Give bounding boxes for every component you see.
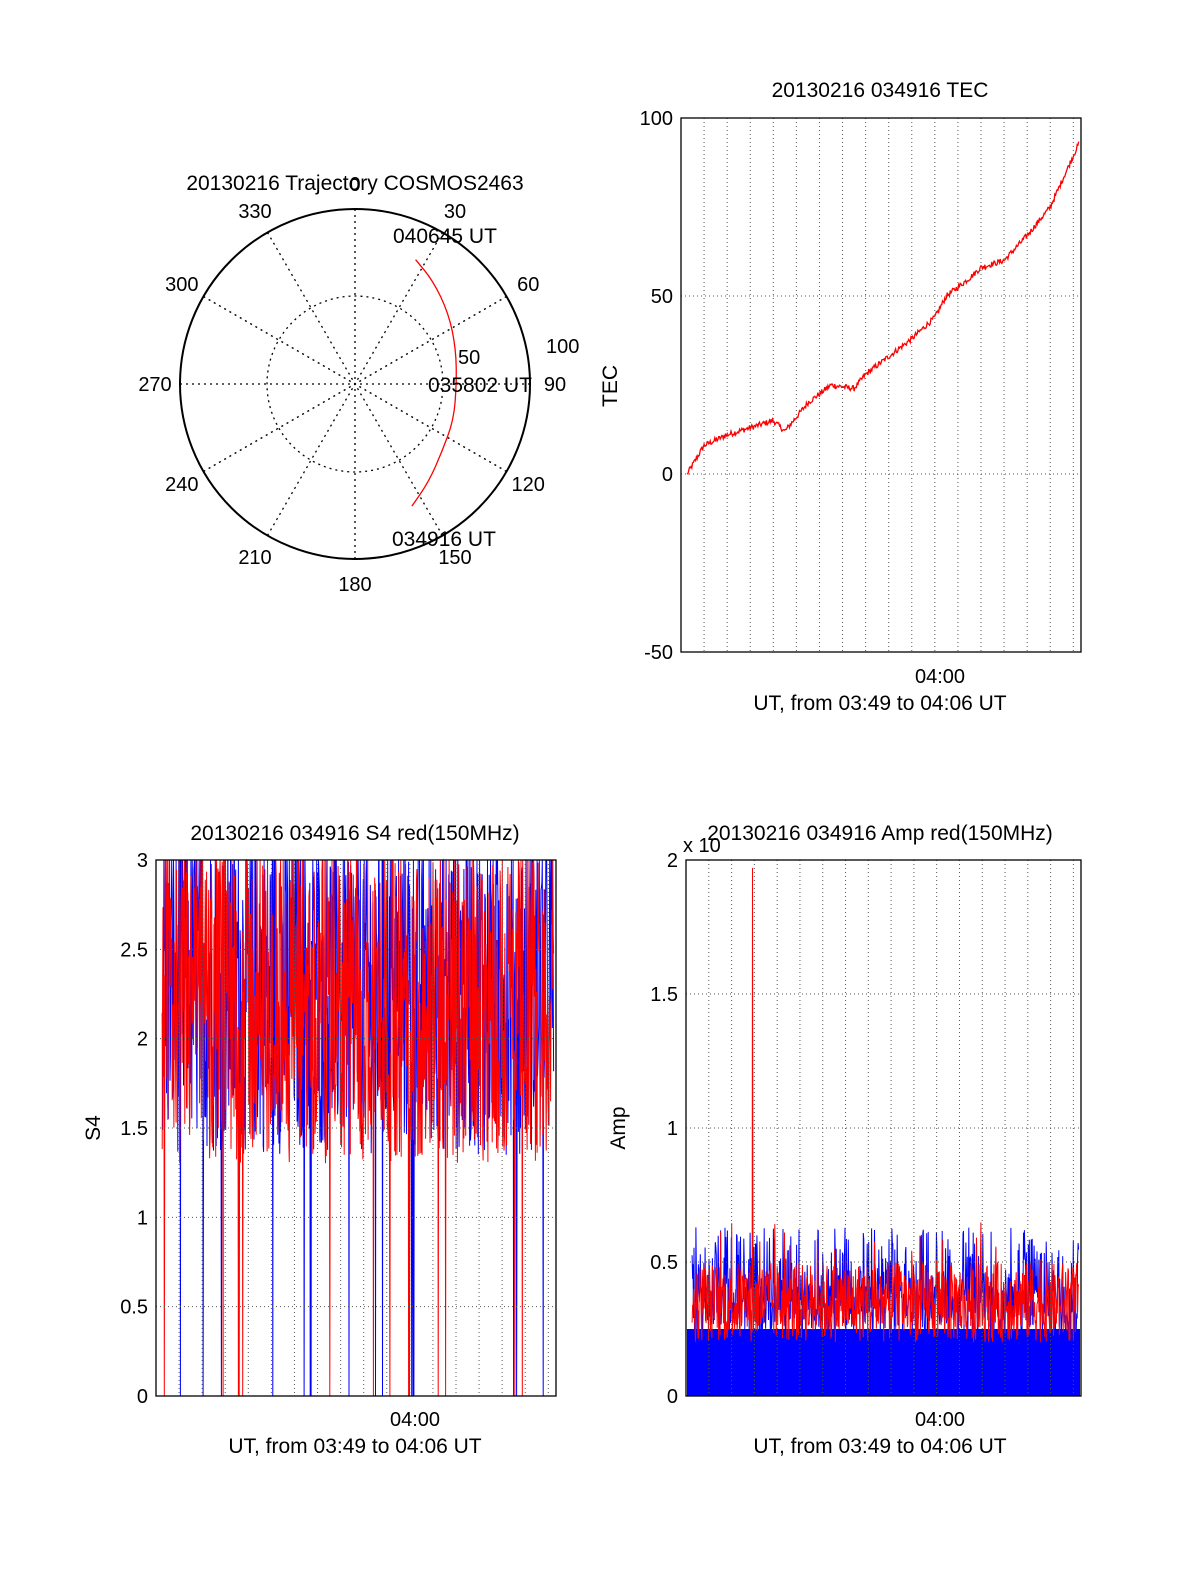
y-tick-label: 0 (137, 1386, 148, 1408)
s4-y-axis-label: S4 (82, 1115, 105, 1141)
polar-title: 20130216 Trajectory COSMOS2463 (186, 172, 523, 195)
polar-angle-label: 300 (165, 274, 198, 296)
polar-angle-labels: 0 30 60 90 120 150 180 210 240 270 300 330 (138, 174, 566, 596)
polar-angle-label: 90 (544, 374, 566, 396)
s4-y-ticks: 3 2.5 2 1.5 1 0.5 0 (120, 850, 148, 1408)
polar-angle-label: 330 (238, 201, 271, 223)
s4-grid (156, 860, 556, 1396)
polar-trajectory-line (411, 259, 457, 507)
amp-grid (686, 860, 1081, 1396)
y-tick-label: 1.5 (120, 1118, 148, 1140)
y-tick-label: 0.5 (650, 1252, 678, 1274)
y-tick-label: 1.5 (650, 984, 678, 1006)
amp-frame (685, 859, 1082, 1397)
polar-angle-label: 0 (349, 174, 360, 196)
amp-x-tick-label: 04:00 (915, 1409, 965, 1431)
amp-series-line (691, 867, 1080, 1343)
y-tick-label: 100 (640, 108, 673, 130)
polar-spokes (180, 209, 530, 559)
tec-frame (680, 117, 1082, 653)
tec-x-axis-label: UT, from 03:49 to 04:06 UT (753, 692, 1006, 715)
polar-radial-label-100: 100 (546, 336, 579, 358)
s4-frame (155, 859, 557, 1397)
y-tick-label: 1 (667, 1118, 678, 1140)
polar-angle-label: 240 (165, 474, 198, 496)
polar-annotation-mid: 035802 UT (428, 374, 532, 397)
s4-title: 20130216 034916 S4 red(150MHz) (190, 822, 519, 845)
polar-panel: 20130216 Trajectory COSMOS2463 0 30 60 90 12… (138, 172, 579, 596)
s4-x-tick-label: 04:00 (390, 1409, 440, 1431)
tec-series-line (686, 141, 1080, 476)
polar-angle-label: 30 (444, 201, 466, 223)
y-tick-label: 2.5 (120, 939, 148, 961)
tec-grid (681, 118, 1081, 652)
amp-x-axis-label: UT, from 03:49 to 04:06 UT (753, 1435, 1006, 1458)
y-tick-label: -50 (644, 642, 673, 664)
y-tick-label: 1 (137, 1207, 148, 1229)
polar-angle-label: 120 (512, 474, 545, 496)
polar-angle-label: 180 (338, 574, 371, 596)
tec-y-axis-label: TEC (599, 365, 622, 407)
tec-y-ticks: 100 50 0 -50 (640, 108, 673, 664)
polar-angle-label: 210 (238, 547, 271, 569)
tec-x-tick-label: 04:00 (915, 666, 965, 688)
s4-panel: 20130216 034916 S4 red(150MHz) 3 2.5 2 1.5 1… (82, 822, 557, 1458)
polar-angle-label: 60 (517, 274, 539, 296)
y-tick-label: 50 (651, 286, 673, 308)
amp-series-lines (687, 867, 1080, 1396)
polar-angle-label: 150 (438, 547, 471, 569)
polar-annotation-start: 034916 UT (392, 528, 496, 551)
polar-annotation-end: 040645 UT (393, 225, 497, 248)
tec-panel: 20130216 034916 TEC 100 50 0 -50 04:00 UT, … (599, 79, 1082, 715)
amp-y-axis-label: Amp (607, 1106, 630, 1149)
y-tick-label: 0.5 (120, 1297, 148, 1319)
polar-spoke (266, 232, 444, 536)
polar-angle-label: 270 (138, 374, 171, 396)
amp-y-ticks: 2 1.5 1 0.5 0 (650, 850, 678, 1408)
s4-x-axis-label: UT, from 03:49 to 04:06 UT (228, 1435, 481, 1458)
amp-y-multiplier: x 10 (683, 835, 721, 857)
amp-title: 20130216 034916 Amp red(150MHz) (707, 822, 1053, 845)
polar-inner-circle (266, 295, 444, 473)
y-tick-label: 0 (667, 1386, 678, 1408)
y-tick-label: 2 (667, 850, 678, 872)
polar-radial-label-50: 50 (458, 347, 480, 369)
amp-panel: 20130216 034916 Amp red(150MHz) x 10 2 1.… (607, 822, 1082, 1458)
s4-series-line (161, 858, 555, 1397)
y-tick-label: 3 (137, 850, 148, 872)
y-tick-label: 0 (662, 464, 673, 486)
tec-title: 20130216 034916 TEC (772, 79, 989, 102)
y-tick-label: 2 (137, 1029, 148, 1051)
